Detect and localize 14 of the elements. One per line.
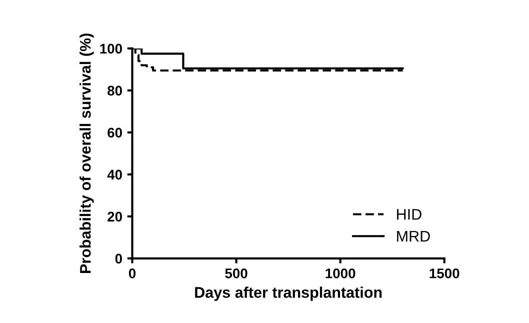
legend-label: MRD	[397, 230, 430, 242]
x-tick-label: 1000	[326, 268, 356, 278]
x-tick-label: 1500	[430, 268, 460, 278]
legend-label: HID	[397, 209, 422, 220]
y-tick-label: 60	[108, 128, 122, 138]
x-tick-label: 500	[225, 268, 248, 278]
y-tick-label: 0	[115, 254, 122, 264]
y-tick-label: 100	[100, 44, 122, 54]
x-tick-label: 0	[128, 268, 136, 278]
y-axis-title: Probability of overall survival (%)	[80, 34, 94, 273]
y-tick-label: 40	[107, 170, 122, 180]
x-axis-title: Days after transplantation	[195, 286, 382, 301]
y-tick-label: 20	[108, 212, 122, 222]
y-tick-label: 80	[108, 86, 122, 96]
